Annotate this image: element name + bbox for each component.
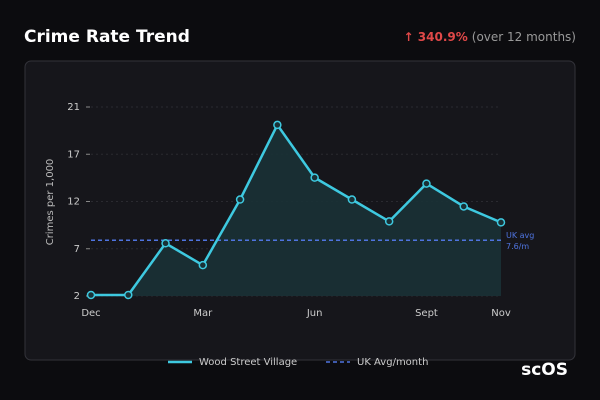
change: ↑ 340.9% (over 12 months) — [404, 30, 576, 44]
area — [91, 124, 501, 296]
change-note: (over 12 months) — [472, 30, 576, 44]
point — [347, 195, 357, 204]
point — [310, 173, 319, 182]
legend-label: UK Avg/month — [357, 357, 428, 368]
x-tick-label: Dec — [81, 308, 100, 319]
point — [422, 179, 431, 188]
y-tick-label: 2 — [74, 291, 80, 302]
x-tick-label: Jun — [306, 308, 323, 319]
point — [86, 290, 96, 300]
reference-label: UK avg — [506, 231, 534, 240]
logo: scOS — [521, 360, 568, 380]
x-tick-label: Nov — [491, 308, 511, 319]
y-tick-label: 7 — [74, 244, 80, 255]
point — [124, 290, 133, 300]
point — [459, 202, 468, 211]
y-tick-label: 12 — [67, 197, 80, 208]
point — [273, 120, 282, 130]
change-value: ↑ 340.9% — [404, 30, 468, 44]
title: Crime Rate Trend — [24, 27, 190, 47]
x-tick-label: Sept — [415, 308, 438, 319]
legend-label: Wood Street Village — [199, 357, 297, 368]
point — [161, 239, 170, 248]
point — [235, 195, 245, 204]
y-axis-label: Crimes per 1,000 — [45, 159, 56, 246]
reference-label: 7.6/m — [506, 242, 529, 251]
point — [384, 217, 394, 226]
point — [496, 218, 506, 227]
line — [91, 123, 502, 297]
x-tick-label: Mar — [193, 308, 213, 319]
y-tick-label: 17 — [67, 149, 80, 160]
y-tick-label: 21 — [67, 102, 80, 113]
point — [198, 260, 208, 270]
